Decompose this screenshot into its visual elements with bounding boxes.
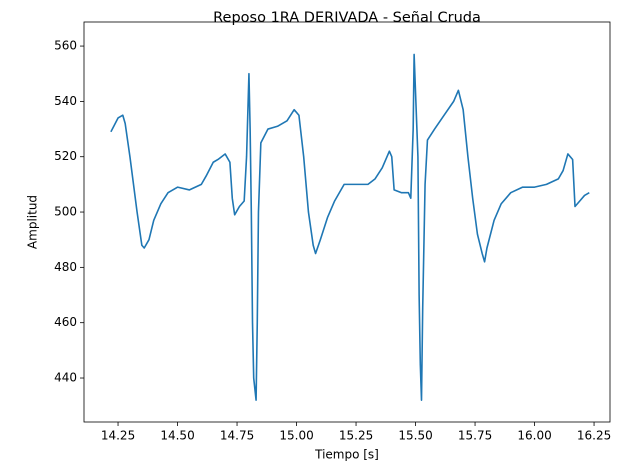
y-tick-label: 440 xyxy=(54,371,77,385)
y-tick-label: 500 xyxy=(54,205,77,219)
x-tick-label: 16.00 xyxy=(517,429,551,443)
x-tick-label: 14.50 xyxy=(160,429,194,443)
y-tick-label: 520 xyxy=(54,149,77,163)
chart-title: Reposo 1RA DERIVADA - Señal Cruda xyxy=(213,10,481,26)
x-tick-label: 15.75 xyxy=(458,429,492,443)
x-tick-label: 14.25 xyxy=(101,429,135,443)
y-tick-label: 460 xyxy=(54,315,77,329)
x-tick-label: 15.00 xyxy=(279,429,313,443)
y-tick-label: 480 xyxy=(54,260,77,274)
y-axis-label: Amplitud xyxy=(26,195,40,249)
signal-line xyxy=(110,53,590,401)
x-tick-label: 15.50 xyxy=(398,429,432,443)
plot-frame xyxy=(83,21,611,423)
x-tick-label: 15.25 xyxy=(339,429,373,443)
x-axis-label: Tiempo [s] xyxy=(314,448,379,462)
x-tick-label: 14.75 xyxy=(220,429,254,443)
y-tick-label: 540 xyxy=(54,94,77,108)
y-tick-label: 560 xyxy=(54,39,77,53)
x-tick-label: 16.25 xyxy=(577,429,611,443)
